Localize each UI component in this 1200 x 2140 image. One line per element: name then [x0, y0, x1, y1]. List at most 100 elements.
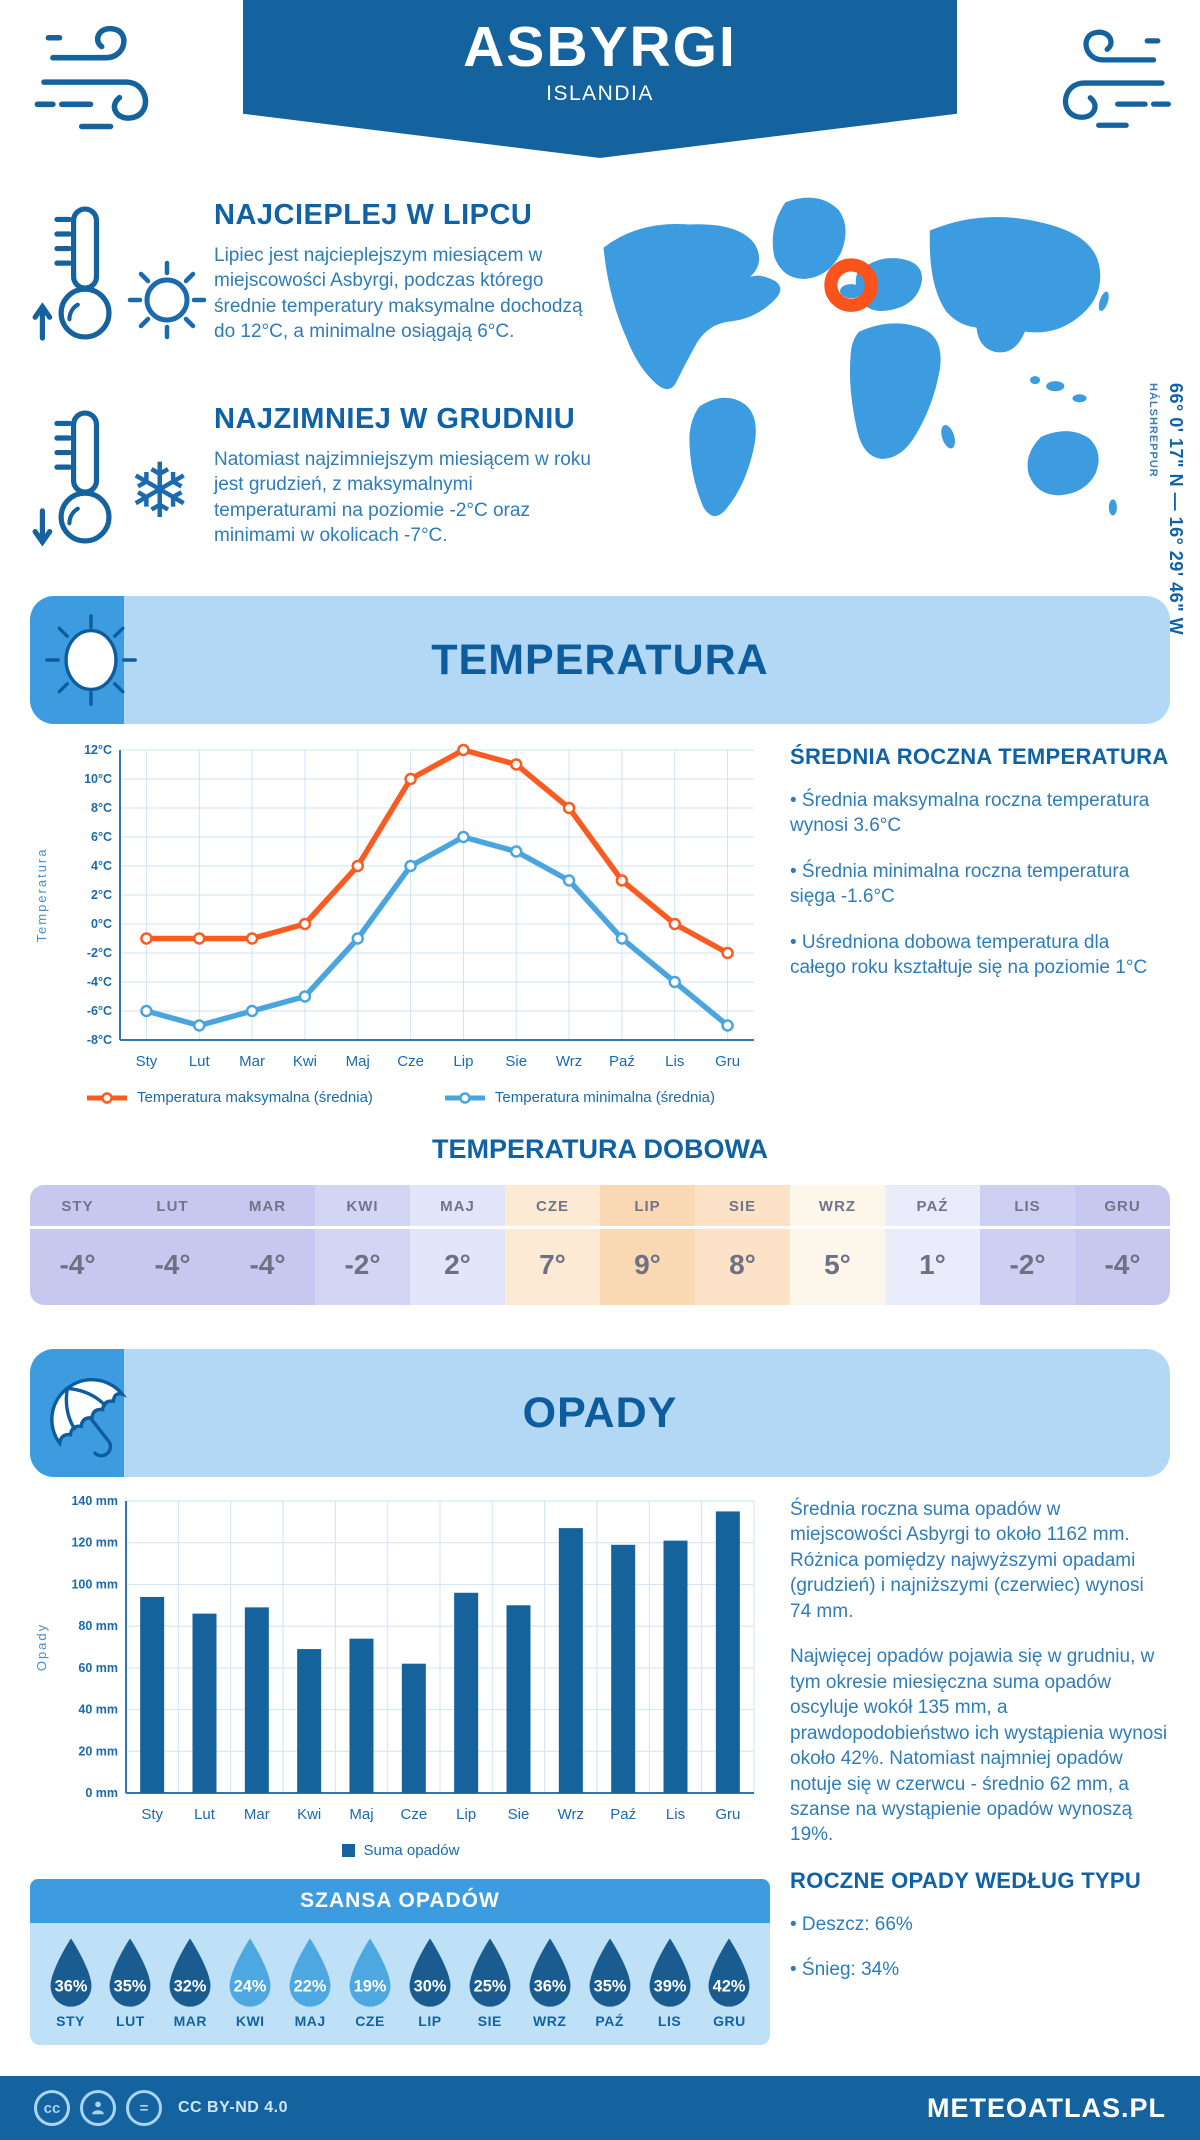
- daily-temp-column: CZE 7°: [505, 1185, 600, 1305]
- raindrop-icon: 36%: [50, 1938, 91, 2007]
- svg-text:-6°C: -6°C: [87, 1004, 112, 1018]
- svg-text:Sie: Sie: [505, 1053, 527, 1070]
- daily-temp-value: -2°: [1009, 1249, 1046, 1280]
- text-paragraph: • Śnieg: 34%: [790, 1959, 900, 1981]
- annual-temp-bullets: • Średnia maksymalna roczna temperatura …: [790, 788, 1170, 981]
- raindrop-icon: 30%: [409, 1938, 451, 2007]
- svg-text:12°C: 12°C: [84, 743, 112, 757]
- precip-bar: [297, 1649, 322, 1793]
- legend-item: Temperatura minimalna (średnia): [443, 1089, 715, 1106]
- svg-text:10°C: 10°C: [84, 772, 112, 786]
- precipitation-paragraphs: Średnia roczna suma opadów w miejscowośc…: [790, 1497, 1170, 1848]
- title-banner: ASBYRGI ISLANDIA: [243, 0, 957, 158]
- license-label: CC BY-ND 4.0: [178, 2099, 289, 2116]
- svg-text:24%: 24%: [234, 1978, 267, 1996]
- svg-text:Opady: Opady: [34, 1623, 49, 1671]
- svg-text:Paź: Paź: [610, 1806, 636, 1823]
- daily-temp-column: STY -4°: [30, 1185, 125, 1305]
- svg-text:Kwi: Kwi: [293, 1053, 317, 1070]
- raindrop-icon: 32%: [169, 1938, 211, 2007]
- svg-text:Gru: Gru: [715, 1053, 740, 1070]
- svg-text:140 mm: 140 mm: [71, 1494, 118, 1508]
- intro-section: NAJCIEPLEJ W LIPCU Lipiec jest najcieple…: [0, 165, 1200, 635]
- svg-text:Lis: Lis: [666, 1806, 685, 1823]
- raindrop-cell: 25% SIE: [461, 1937, 518, 2029]
- precip-bar: [715, 1511, 740, 1793]
- sun-icon: [45, 614, 137, 706]
- svg-text:Sty: Sty: [136, 1053, 158, 1070]
- daily-temp-column: MAR -4°: [220, 1185, 315, 1305]
- region-label: HÁLSHREPPUR: [1147, 383, 1159, 478]
- daily-temp-value: -4°: [1104, 1249, 1141, 1280]
- cc-nd-icon: =: [126, 2090, 162, 2126]
- warmest-heading: NAJCIEPLEJ W LIPCU: [214, 199, 533, 231]
- svg-text:Maj: Maj: [346, 1053, 370, 1070]
- daily-temp-column: LIP 9°: [600, 1185, 695, 1305]
- raindrop-month: LUT: [116, 2013, 145, 2029]
- daily-temp-column: WRZ 5°: [790, 1185, 885, 1305]
- svg-text:36%: 36%: [533, 1978, 566, 1996]
- precip-type-heading: ROCZNE OPADY WEDŁUG TYPU: [790, 1867, 1142, 1893]
- precipitation-banner-title: OPADY: [522, 1388, 678, 1437]
- raindrop-cell: 19% CZE: [342, 1937, 399, 2029]
- raindrop-month: MAJ: [294, 2013, 326, 2029]
- daily-temp-month: LUT: [125, 1185, 220, 1229]
- precip-bar: [506, 1605, 531, 1793]
- svg-text:120 mm: 120 mm: [71, 1536, 118, 1550]
- temperature-chart-legend: Temperatura maksymalna (średnia) Temperat…: [30, 1089, 770, 1106]
- temperature-section: -8°C -6°C -4°C -2°C 0°C 2°C 4°C 6°C 8°C 10°C 12°C S…: [30, 738, 1170, 1106]
- precip-bar: [401, 1663, 426, 1793]
- svg-text:32%: 32%: [174, 1978, 207, 1996]
- daily-temp-month: STY: [30, 1185, 125, 1229]
- daily-temp-column: PAŹ 1°: [885, 1185, 980, 1305]
- svg-text:42%: 42%: [713, 1978, 746, 1996]
- raindrop-icon: 35%: [589, 1938, 631, 2007]
- raindrop-cell: 36% WRZ: [521, 1937, 578, 2029]
- raindrop-month: KWI: [235, 2013, 265, 2029]
- daily-temp-month: SIE: [695, 1185, 790, 1229]
- daily-temp-column: MAJ 2°: [410, 1185, 505, 1305]
- precip-bar: [244, 1607, 269, 1793]
- precipitation-section: 0 mm 20 mm 40 mm 60 mm 80 mm 100 mm 120 mm 140 …: [30, 1491, 1170, 2045]
- raindrop-cell: 35% LUT: [102, 1937, 159, 2029]
- coordinates-label: 66° 0' 17" N — 16° 29' 46" W: [1166, 383, 1186, 636]
- text-paragraph: • Uśredniona dobowa temperatura dla całe…: [790, 931, 1148, 979]
- svg-text:6°C: 6°C: [91, 830, 112, 844]
- svg-text:4°C: 4°C: [91, 859, 112, 873]
- warmest-text-block: NAJCIEPLEJ W LIPCU Lipiec jest najcieple…: [214, 199, 592, 364]
- raindrop-month: LIS: [657, 2013, 682, 2029]
- svg-text:Mar: Mar: [239, 1053, 265, 1070]
- precip-type-bullets: • Deszcz: 66% • Śnieg: 34%: [790, 1912, 1170, 1983]
- daily-temp-month: MAR: [220, 1185, 315, 1229]
- svg-text:Kwi: Kwi: [297, 1806, 321, 1823]
- coldest-month-block: ❄ NAJZIMNIEJ W GRUDNIU Natomiast najzimn…: [32, 403, 592, 568]
- daily-temp-month: WRZ: [790, 1185, 885, 1229]
- svg-text:Lip: Lip: [453, 1053, 473, 1070]
- svg-text:35%: 35%: [114, 1978, 147, 1996]
- daily-temp-column: SIE 8°: [695, 1185, 790, 1305]
- precip-bar: [663, 1540, 688, 1793]
- daily-temp-month: PAŹ: [885, 1185, 980, 1229]
- svg-text:80 mm: 80 mm: [78, 1619, 118, 1633]
- svg-text:Gru: Gru: [715, 1806, 740, 1823]
- precipitation-chart-column: 0 mm 20 mm 40 mm 60 mm 80 mm 100 mm 120 mm 140 …: [30, 1491, 770, 2045]
- thermometer-down-icon: [32, 410, 112, 547]
- precipitation-chart-legend: Suma opadów: [30, 1842, 770, 1859]
- umbrella-icon: [50, 1378, 128, 1458]
- svg-text:Lut: Lut: [194, 1806, 216, 1823]
- raindrop-icon: 39%: [649, 1938, 691, 2007]
- precip-chance-drops: 36% STY 35% LUT 32% MAR 24% KWI 22% MAJ 19% CZE 30% L…: [30, 1923, 770, 2045]
- daily-temp-month: LIS: [980, 1185, 1075, 1229]
- wind-icon: [34, 25, 149, 130]
- raindrop-cell: 35% PAŹ: [581, 1937, 638, 2029]
- text-paragraph: • Średnia minimalna roczna temperatura s…: [790, 860, 1130, 908]
- raindrop-icon: 36%: [529, 1938, 571, 2007]
- coldest-heading: NAJZIMNIEJ W GRUDNIU: [214, 403, 576, 435]
- svg-text:2°C: 2°C: [91, 888, 112, 902]
- precip-chance-heading: SZANSA OPADÓW: [30, 1879, 770, 1923]
- svg-text:-2°C: -2°C: [87, 946, 112, 960]
- precipitation-bar-chart: 0 mm 20 mm 40 mm 60 mm 80 mm 100 mm 120 mm 140 …: [34, 1494, 755, 1823]
- daily-temp-month: GRU: [1075, 1185, 1170, 1229]
- raindrop-icon: 22%: [289, 1938, 331, 2007]
- precipitation-banner: OPADY: [30, 1349, 1170, 1477]
